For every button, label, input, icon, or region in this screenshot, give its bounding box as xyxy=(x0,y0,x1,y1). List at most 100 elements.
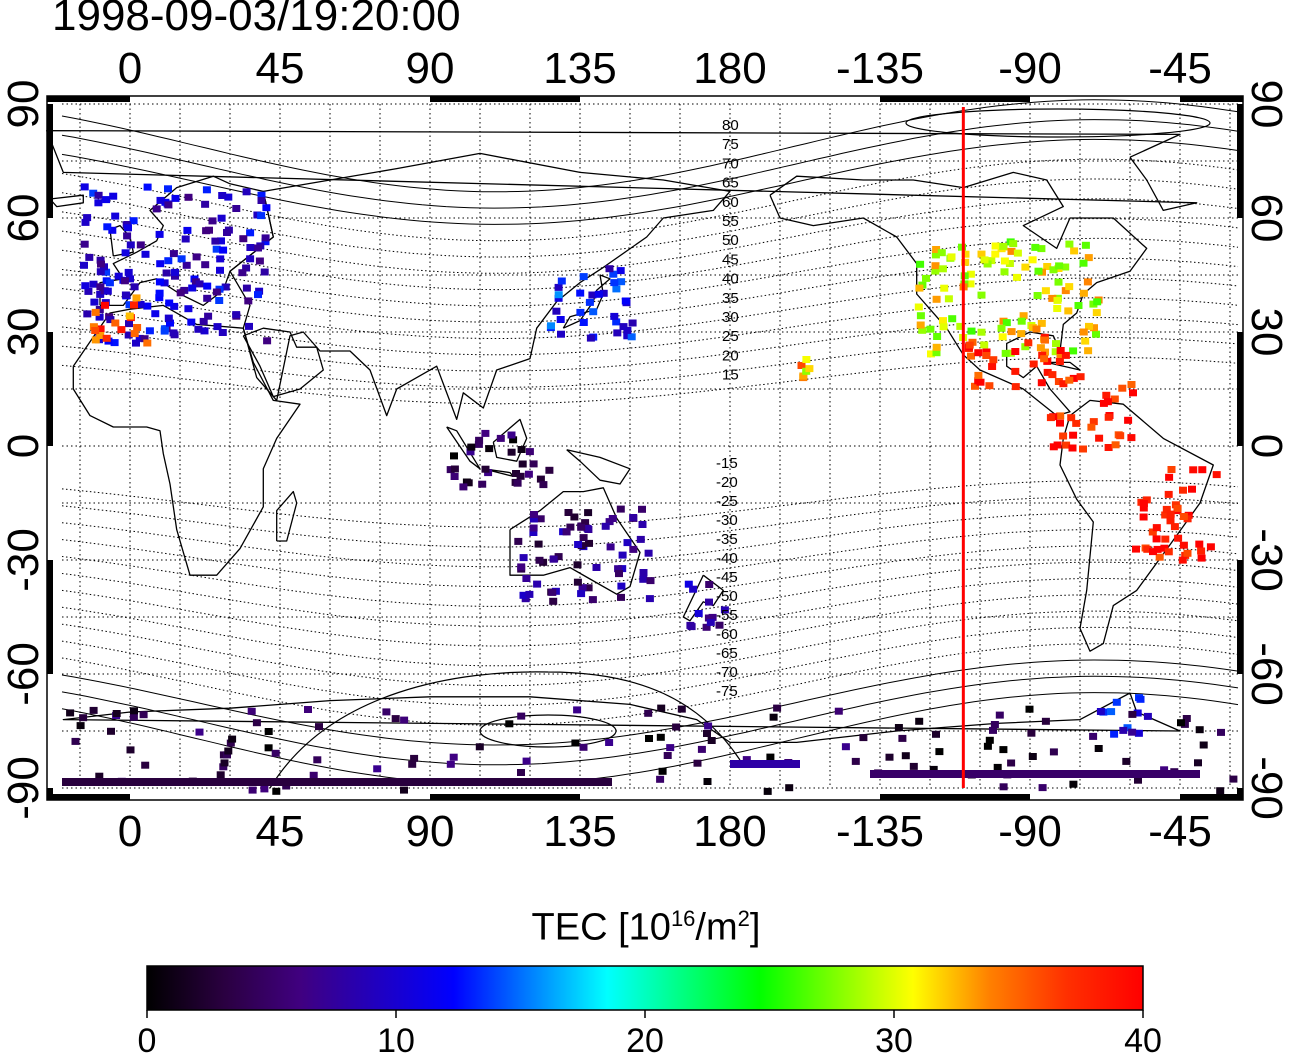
magnetic-contour xyxy=(61,99,1239,193)
lat-tick-left: 60 xyxy=(0,194,48,243)
tec-cell xyxy=(1118,384,1127,392)
tec-cell xyxy=(97,260,105,268)
tec-cell xyxy=(1069,347,1078,355)
tec-cell xyxy=(612,285,621,293)
tec-cell xyxy=(96,290,105,298)
tec-cell xyxy=(202,186,211,194)
tec-cell xyxy=(1011,383,1020,391)
tec-cell xyxy=(1084,347,1093,355)
tec-cell xyxy=(139,711,148,719)
tec-cell xyxy=(232,311,241,319)
tec-cell xyxy=(966,280,975,288)
tec-cell xyxy=(126,241,135,249)
tec-cell xyxy=(103,287,112,295)
maglat-label-south: -20 xyxy=(716,474,738,491)
maglat-label-north: 20 xyxy=(722,347,739,364)
tec-cell xyxy=(1036,344,1045,352)
lon-tick-top: 45 xyxy=(256,44,305,93)
tec-cell xyxy=(1002,319,1011,327)
tec-cell xyxy=(564,509,573,516)
tec-cell xyxy=(171,268,180,276)
tec-cell xyxy=(529,515,538,523)
tec-cell xyxy=(901,752,910,760)
tec-cell xyxy=(931,267,940,275)
tec-cell xyxy=(937,249,946,257)
tec-cell xyxy=(885,753,894,761)
tec-cell xyxy=(522,575,531,582)
tec-cell xyxy=(1170,523,1179,531)
tec-cell xyxy=(629,514,638,521)
tec-cell xyxy=(530,511,538,518)
tec-cell xyxy=(1017,330,1026,338)
tec-region-indonesia xyxy=(446,429,554,491)
tec-cell xyxy=(552,307,561,315)
tec-cell xyxy=(1079,259,1088,267)
tec-cell xyxy=(200,327,209,335)
tec-cell xyxy=(1152,535,1161,543)
tec-cell xyxy=(1149,548,1157,556)
tec-cell xyxy=(805,365,814,373)
tec-cell xyxy=(1153,545,1162,553)
tec-cell xyxy=(991,250,1000,258)
tec-cell xyxy=(90,298,99,306)
tec-region-brazil xyxy=(1132,466,1221,564)
north-pole-contour xyxy=(905,108,1211,138)
tec-cell xyxy=(932,343,941,351)
tec-cell xyxy=(1051,348,1060,356)
tec-cell xyxy=(684,580,693,588)
tec-cell xyxy=(1090,324,1098,332)
tec-cell xyxy=(400,716,409,724)
tec-cell xyxy=(83,214,92,222)
tec-cell xyxy=(715,621,724,629)
tec-cell xyxy=(1043,263,1052,270)
tec-cell xyxy=(583,524,592,532)
tec-cell xyxy=(1110,395,1119,403)
maglat-label-north: 30 xyxy=(722,309,739,326)
tec-cell xyxy=(1102,391,1111,399)
tec-cell xyxy=(169,329,178,337)
tec-cell xyxy=(1021,263,1030,271)
lat-tick-right: -30 xyxy=(1242,528,1291,592)
tec-cell xyxy=(223,751,231,759)
tec-cell xyxy=(474,440,483,448)
tec-cell xyxy=(971,382,979,390)
tec-cell xyxy=(940,284,949,292)
tec-cell xyxy=(1040,355,1049,363)
tec-region-australia xyxy=(514,505,655,605)
tec-cell xyxy=(1198,466,1207,474)
tec-cell xyxy=(1081,337,1090,345)
tec-cell xyxy=(102,334,111,342)
tec-cell xyxy=(1182,715,1191,722)
tec-cell xyxy=(585,298,594,306)
tec-band xyxy=(870,770,1200,778)
colorbar-tick-label: 20 xyxy=(626,1022,664,1057)
tec-cell xyxy=(938,265,947,273)
tec-cell xyxy=(578,584,587,592)
lon-tick-top: -135 xyxy=(836,44,924,93)
tec-cell xyxy=(645,735,653,742)
tec-cell xyxy=(1179,541,1188,549)
tec-cell xyxy=(997,324,1006,332)
tec-cell xyxy=(518,460,527,468)
lon-tick-bottom: -135 xyxy=(836,807,924,856)
tec-cell xyxy=(1083,278,1092,286)
tec-cell xyxy=(1001,349,1010,357)
tec-cell xyxy=(1212,471,1221,479)
tec-cell xyxy=(1112,698,1121,706)
tec-cell xyxy=(1062,441,1071,449)
tec-cell xyxy=(947,253,956,261)
tec-cell xyxy=(132,339,140,347)
tec-cell xyxy=(1197,554,1206,562)
tec-cell xyxy=(114,272,123,280)
tec-cell xyxy=(261,234,270,242)
tec-cell xyxy=(1165,473,1174,481)
tec-region-japan xyxy=(546,265,637,342)
tec-cell xyxy=(525,448,534,456)
tec-cell xyxy=(219,763,228,771)
tec-cell xyxy=(672,723,681,731)
tec-cell xyxy=(160,279,169,287)
tec-cell xyxy=(988,363,997,370)
map-title: 1998-09-03/19:20:00 xyxy=(52,0,461,40)
south-contour-arc xyxy=(269,671,741,789)
tec-cell xyxy=(1160,544,1169,552)
